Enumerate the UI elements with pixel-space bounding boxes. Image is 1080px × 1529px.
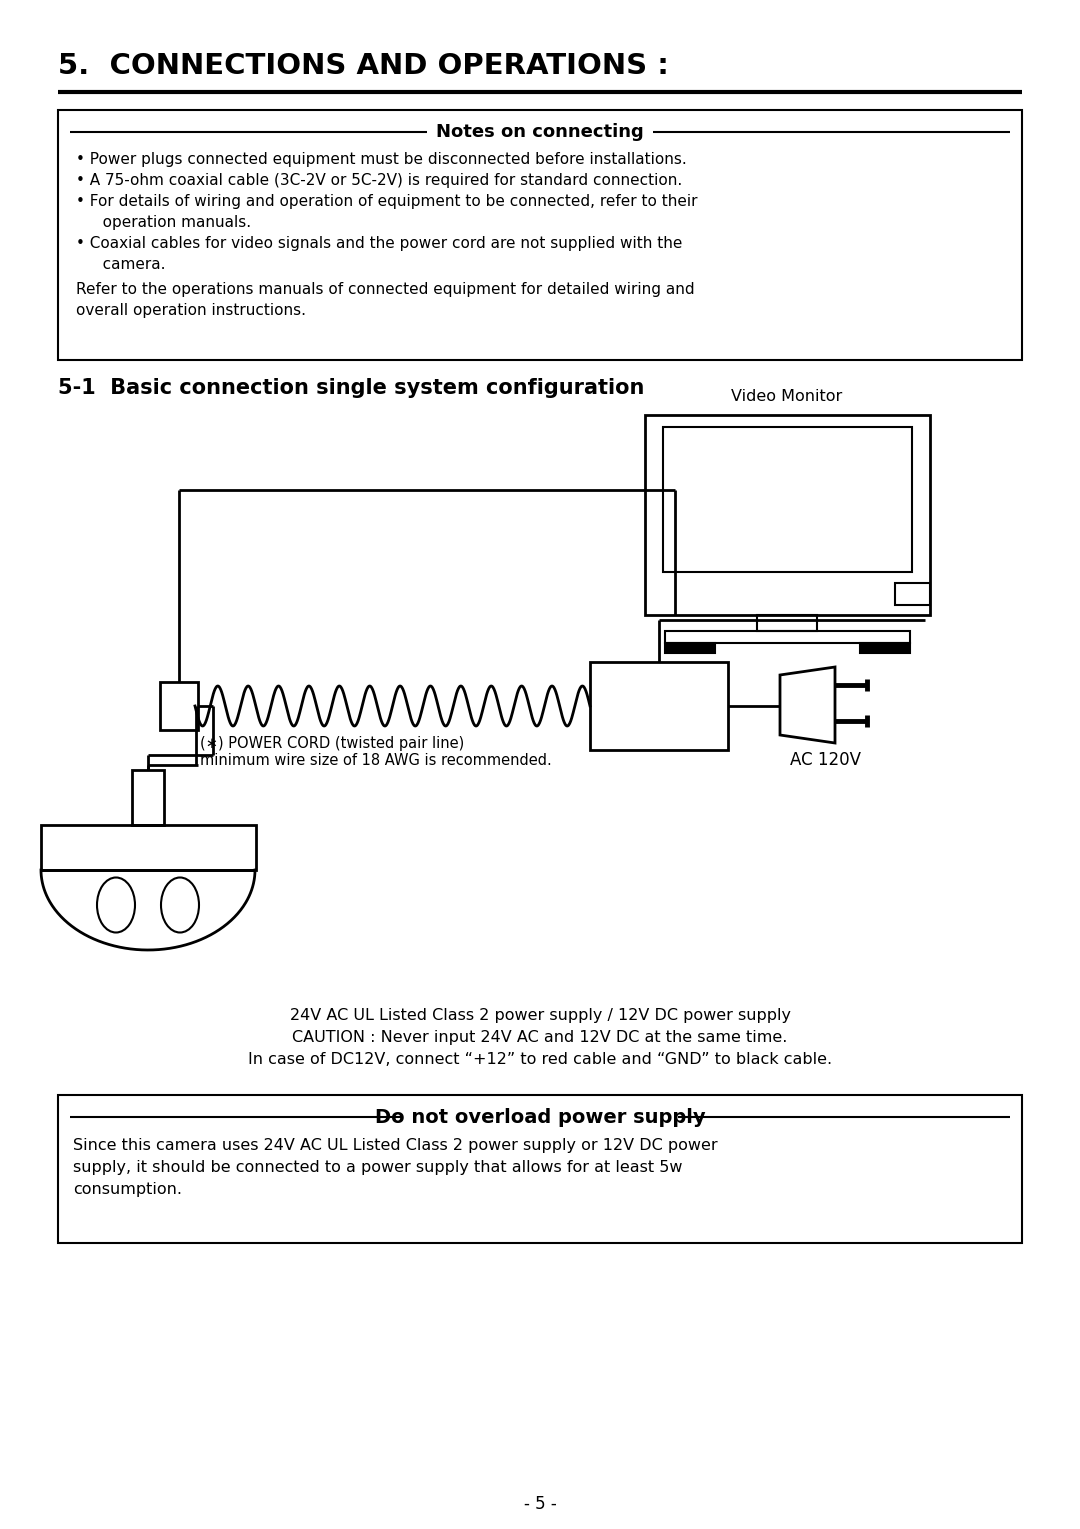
Bar [58,1095,1022,1243]
Bar [860,644,910,653]
Bar [663,427,912,572]
Bar [757,615,816,631]
Ellipse shape [161,878,199,933]
Text: • For details of wiring and operation of equipment to be connected, refer to the: • For details of wiring and operation of… [76,194,698,209]
Text: supply, it should be connected to a power supply that allows for at least 5w: supply, it should be connected to a powe… [73,1161,683,1174]
Text: Do not overload power supply: Do not overload power supply [375,1109,705,1127]
Text: • A 75-ohm coaxial cable (3C-2V or 5C-2V) is required for standard connection.: • A 75-ohm coaxial cable (3C-2V or 5C-2V… [76,173,683,188]
Text: CAUTION : Never input 24V AC and 12V DC at the same time.: CAUTION : Never input 24V AC and 12V DC … [293,1031,787,1044]
Text: 5.  CONNECTIONS AND OPERATIONS :: 5. CONNECTIONS AND OPERATIONS : [58,52,669,80]
Text: operation manuals.: operation manuals. [87,216,252,229]
Text: Video Monitor: Video Monitor [731,388,842,404]
Bar [58,110,1022,359]
Text: 5-1  Basic connection single system configuration: 5-1 Basic connection single system confi… [58,378,645,398]
Polygon shape [780,667,835,743]
Text: Refer to the operations manuals of connected equipment for detailed wiring and: Refer to the operations manuals of conne… [76,281,694,297]
Bar [590,662,728,751]
Text: minimum wire size of 18 AWG is recommended.: minimum wire size of 18 AWG is recommend… [200,752,552,768]
Ellipse shape [97,878,135,933]
Bar [645,414,930,615]
Text: 24V AC UL Listed Class 2 power supply / 12V DC power supply: 24V AC UL Listed Class 2 power supply / … [289,1008,791,1023]
Bar [665,644,715,653]
Text: overall operation instructions.: overall operation instructions. [76,303,306,318]
Text: camera.: camera. [87,257,165,272]
Text: Notes on connecting: Notes on connecting [436,122,644,141]
Text: Since this camera uses 24V AC UL Listed Class 2 power supply or 12V DC power: Since this camera uses 24V AC UL Listed … [73,1138,717,1153]
Text: In case of DC12V, connect “+12” to red cable and “GND” to black cable.: In case of DC12V, connect “+12” to red c… [248,1052,832,1067]
Bar [895,583,930,605]
Bar [41,826,256,870]
Bar [665,631,910,644]
Bar [160,682,198,729]
Text: (∗) POWER CORD (twisted pair line): (∗) POWER CORD (twisted pair line) [200,735,464,751]
Text: consumption.: consumption. [73,1182,183,1197]
Text: - 5 -: - 5 - [524,1495,556,1514]
Text: • Coaxial cables for video signals and the power cord are not supplied with the: • Coaxial cables for video signals and t… [76,235,683,251]
Text: • Power plugs connected equipment must be disconnected before installations.: • Power plugs connected equipment must b… [76,151,687,167]
Text: AC 120V: AC 120V [789,751,861,769]
Bar [132,771,164,826]
